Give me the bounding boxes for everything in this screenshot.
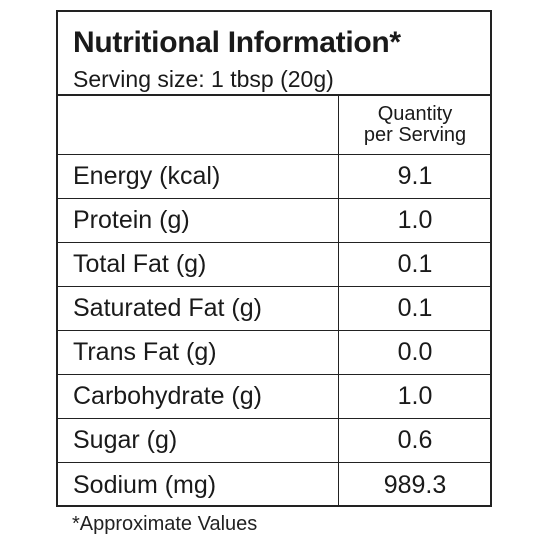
nutrient-label: Sugar (g): [73, 426, 178, 454]
footnote: *Approximate Values: [72, 513, 258, 535]
column-divider: [338, 96, 339, 505]
table-row: Saturated Fat (g) 0.1: [58, 286, 490, 330]
quantity-column-header: Quantity per Serving: [340, 96, 490, 154]
nutrient-value: 9.1: [397, 162, 433, 190]
nutrient-value: 0.1: [397, 294, 433, 322]
nutrition-header: Nutritional Information* Serving size: 1…: [58, 12, 490, 96]
table-row: Total Fat (g) 0.1: [58, 242, 490, 286]
quantity-header-line1: Quantity: [377, 103, 453, 125]
nutrition-table: Quantity per Serving Energy (kcal) 9.1 P…: [58, 96, 490, 505]
nutrient-value: 0.1: [397, 250, 433, 278]
nutrient-label: Energy (kcal): [73, 162, 221, 190]
table-row: Trans Fat (g) 0.0: [58, 330, 490, 374]
nutrient-label: Total Fat (g): [73, 250, 207, 278]
nutrient-value: 0.0: [397, 338, 433, 366]
table-row: Sodium (mg) 989.3: [58, 462, 490, 507]
nutrition-facts-panel: Nutritional Information* Serving size: 1…: [56, 10, 492, 507]
quantity-header-line2: per Serving: [363, 124, 467, 146]
table-row: Carbohydrate (g) 1.0: [58, 374, 490, 418]
nutrition-title: Nutritional Information*: [73, 26, 401, 59]
table-row: Sugar (g) 0.6: [58, 418, 490, 462]
nutrient-label: Trans Fat (g): [73, 338, 217, 366]
nutrient-value: 0.6: [397, 426, 433, 454]
table-row: Energy (kcal) 9.1: [58, 154, 490, 198]
nutrient-label: Saturated Fat (g): [73, 294, 262, 322]
nutrient-label: Sodium (mg): [73, 470, 217, 499]
nutrient-label: Carbohydrate (g): [73, 382, 262, 410]
table-header-row: Quantity per Serving: [58, 96, 490, 154]
nutrient-value: 1.0: [397, 206, 433, 234]
nutrient-value: 1.0: [397, 382, 433, 410]
serving-size: Serving size: 1 tbsp (20g): [73, 66, 334, 92]
table-row: Protein (g) 1.0: [58, 198, 490, 242]
nutrient-value: 989.3: [383, 470, 447, 499]
nutrient-label: Protein (g): [73, 206, 190, 234]
